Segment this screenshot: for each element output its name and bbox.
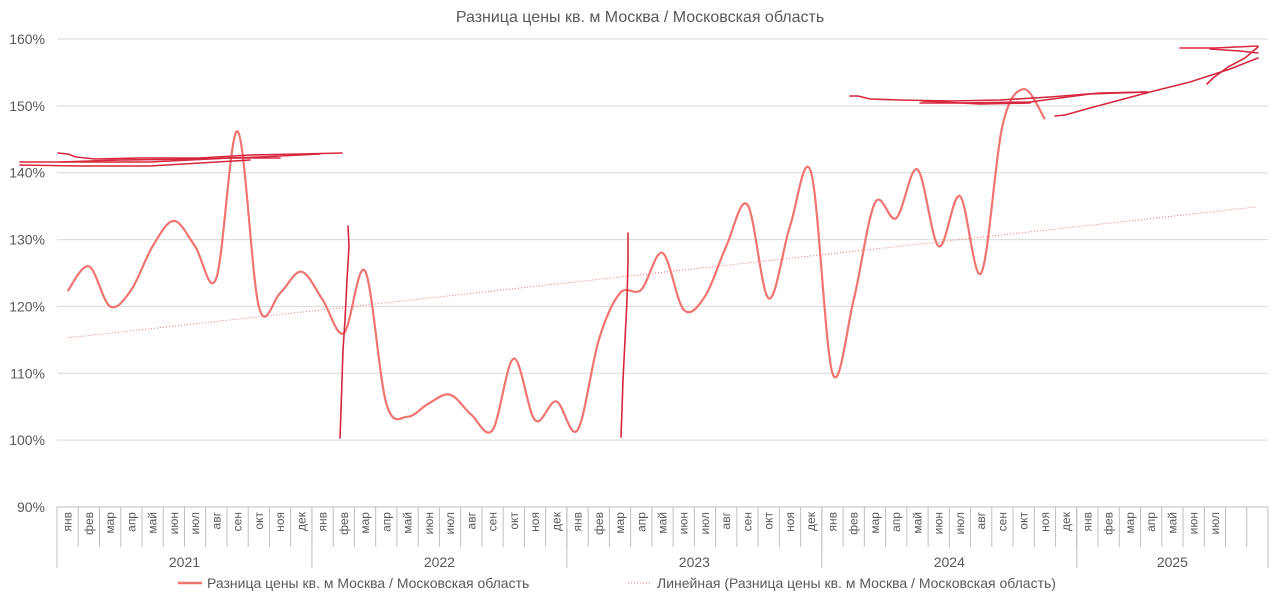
annotation-stroke (339, 225, 350, 439)
month-tick-label: фев (82, 512, 96, 535)
year-label: 2021 (169, 554, 200, 570)
month-tick-label: окт (762, 512, 776, 530)
series-layer (66, 88, 1046, 434)
y-axis-ticks: 90% 100% 110% 120% 130% 140% 150% 160% (9, 31, 45, 515)
month-tick-label: мар (1123, 512, 1137, 534)
y-tick-label: 150% (9, 98, 45, 114)
annotation-stroke (1179, 45, 1259, 49)
month-tick-label: июн (1187, 512, 1201, 534)
month-tick-label: окт (1017, 512, 1031, 530)
month-tick-label: май (656, 512, 670, 534)
chart-title: Разница цены кв. м Москва / Московская о… (456, 9, 824, 26)
trendline-layer (67, 206, 1258, 339)
month-tick-label: янв (571, 512, 585, 532)
month-tick-label: янв (61, 512, 75, 532)
year-label: 2023 (679, 554, 710, 570)
month-tick-label: авг (464, 511, 478, 529)
series-line (66, 88, 1046, 434)
month-tick-label: янв (1080, 512, 1094, 532)
month-tick-label: июн (932, 512, 946, 534)
month-tick-label: фев (847, 512, 861, 535)
month-tick-label: сен (995, 512, 1009, 531)
annotation-stroke (919, 91, 1147, 104)
month-tick-label: апр (1144, 512, 1158, 532)
month-tick-label: окт (252, 512, 266, 530)
month-tick-label: сен (740, 512, 754, 531)
month-tick-label: апр (124, 512, 138, 532)
month-tick-label: май (1165, 512, 1179, 534)
trend-line (67, 206, 1258, 339)
month-tick-label: ноя (1038, 512, 1052, 532)
month-tick-label: июн (422, 512, 436, 534)
annotation-stroke (59, 153, 321, 163)
month-tick-label: апр (889, 512, 903, 532)
month-tick-label: июн (677, 512, 691, 534)
legend-label-series: Разница цены кв. м Москва / Московская о… (207, 575, 529, 591)
month-tick-label: сен (231, 512, 245, 531)
month-tick-label: июл (698, 512, 712, 534)
month-tick-label: авг (719, 511, 733, 529)
month-tick-label: окт (507, 512, 521, 530)
month-tick-label: янв (825, 512, 839, 532)
month-tick-label: фев (1102, 512, 1116, 535)
month-tick-label: мар (103, 512, 117, 534)
month-tick-label: сен (486, 512, 500, 531)
month-tick-label: дек (1059, 511, 1073, 531)
month-tick-label: июл (953, 512, 967, 534)
y-tick-label: 160% (9, 31, 45, 47)
y-tick-label: 100% (9, 432, 45, 448)
y-tick-label: 110% (10, 365, 45, 381)
month-tick-label: июл (443, 512, 457, 534)
legend-label-trend: Линейная (Разница цены кв. м Москва / Мо… (657, 575, 1056, 591)
month-tick-label: фев (592, 512, 606, 535)
annotation-stroke (620, 232, 629, 438)
month-tick-label: мар (613, 512, 627, 534)
month-tick-label: май (146, 512, 160, 534)
year-label: 2022 (424, 554, 455, 570)
annotation-stroke (1206, 46, 1259, 85)
month-tick-label: июн (167, 512, 181, 534)
month-tick-label: май (910, 512, 924, 534)
month-tick-label: авг (209, 511, 223, 529)
month-tick-label: апр (379, 512, 393, 532)
annotation-stroke (57, 152, 343, 160)
month-tick-label: мар (868, 512, 882, 534)
y-tick-label: 130% (9, 232, 45, 248)
year-label: 2024 (934, 554, 965, 570)
legend: Разница цены кв. м Москва / Московская о… (178, 575, 1056, 591)
month-tick-label: ноя (528, 512, 542, 532)
y-tick-label: 90% (17, 499, 45, 515)
year-label: 2025 (1157, 554, 1188, 570)
month-tick-label: июл (188, 512, 202, 534)
month-tick-label: дек (294, 511, 308, 531)
month-tick-label: июл (1208, 512, 1222, 534)
x-axis: янв фев мар апр май июн июл авг сен окт ноя дек2021… (56, 506, 1269, 570)
month-tick-label: дек (549, 511, 563, 531)
month-tick-label: май (401, 512, 415, 534)
y-tick-label: 120% (9, 298, 45, 314)
hand-drawn-annotations (19, 45, 1259, 439)
month-tick-label: янв (316, 512, 330, 532)
month-tick-label: фев (337, 512, 351, 535)
month-tick-label: дек (804, 511, 818, 531)
annotation-stroke (19, 159, 251, 167)
month-tick-label: ноя (273, 512, 287, 532)
month-tick-label: ноя (783, 512, 797, 532)
y-tick-label: 140% (9, 165, 45, 181)
month-tick-label: мар (358, 512, 372, 534)
annotation-stroke (921, 100, 1031, 105)
month-tick-label: авг (974, 511, 988, 529)
month-tick-label: апр (634, 512, 648, 532)
